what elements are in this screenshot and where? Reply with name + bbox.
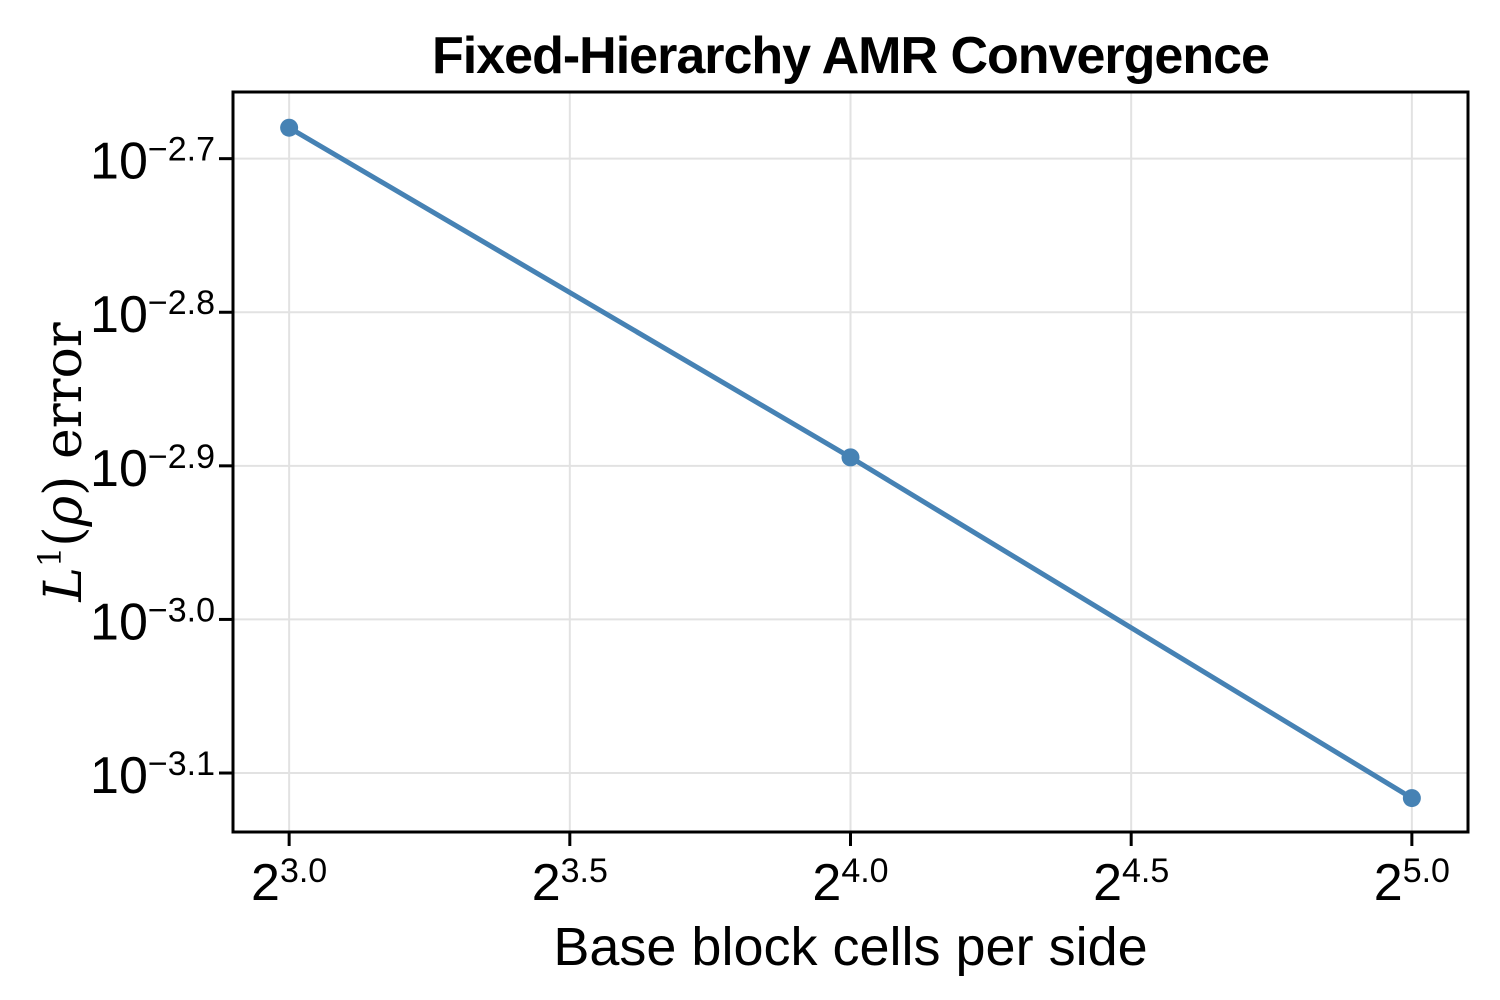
x-tick-label: 23.5 [532, 852, 608, 912]
y-axis-label-part: ) [34, 475, 94, 496]
x-tick-label: 23.0 [251, 852, 327, 912]
data-point-marker [1402, 789, 1421, 808]
y-axis-label: L1(ρ) error [31, 322, 94, 602]
y-axis-label-part: 1 [31, 546, 69, 568]
x-tick-label: 25.0 [1374, 852, 1450, 912]
y-tick-label: 10−3.0 [90, 591, 215, 651]
y-axis-label-part: error [34, 322, 94, 476]
chart-title: Fixed-Hierarchy AMR Convergence [432, 27, 1270, 85]
y-tick-label: 10−2.7 [90, 131, 215, 191]
y-tick-label: 10−3.1 [90, 745, 215, 805]
data-point-marker [280, 118, 299, 137]
x-axis-label: Base block cells per side [553, 917, 1148, 977]
y-tick-label: 10−2.8 [90, 284, 215, 344]
plot-frame [231, 90, 1470, 834]
y-tick-label: 10−2.9 [90, 438, 215, 498]
data-point-marker [841, 448, 860, 467]
y-axis-label-part: L [34, 567, 94, 602]
y-axis-label-part: ( [34, 526, 94, 547]
x-tick-label: 24.5 [1093, 852, 1169, 912]
x-tick-label: 24.0 [812, 852, 888, 912]
y-axis-label-part: ρ [34, 495, 94, 527]
